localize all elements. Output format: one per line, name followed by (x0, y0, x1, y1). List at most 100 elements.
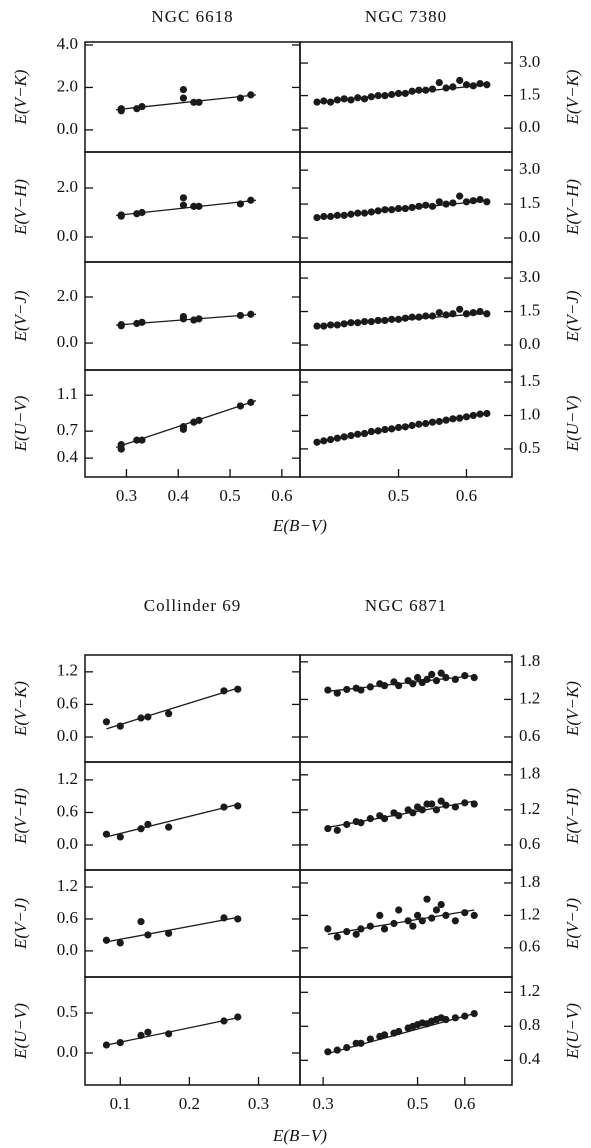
data-point (320, 212, 328, 221)
data-point (366, 1035, 374, 1043)
data-point (366, 815, 374, 823)
data-point (451, 917, 459, 925)
data-point (354, 430, 362, 438)
data-point (451, 803, 459, 811)
data-point (462, 81, 471, 89)
data-point (449, 310, 457, 318)
y-tick-label: 4.0 (57, 34, 78, 53)
x-tick-label: 0.6 (456, 486, 477, 505)
panel-frame (299, 761, 513, 871)
data-point (117, 445, 125, 453)
data-point (381, 316, 389, 325)
data-point (340, 320, 348, 328)
y-axis-label: E(V−H) (11, 179, 30, 236)
data-point (422, 201, 430, 209)
data-point (428, 312, 437, 320)
data-point (462, 310, 471, 318)
data-point (442, 673, 450, 682)
data-point (418, 806, 426, 814)
data-point (381, 91, 389, 100)
y-axis-label: E(V−H) (11, 788, 30, 845)
data-point (395, 812, 403, 820)
data-point (236, 402, 245, 410)
data-point (395, 906, 403, 914)
data-point (395, 1027, 403, 1036)
data-point (313, 214, 321, 222)
fit-line (327, 909, 475, 935)
data-point (483, 310, 491, 318)
data-point (476, 195, 484, 204)
y-tick-label: 1.1 (57, 384, 78, 403)
y-axis-label: E(V−J) (11, 898, 30, 950)
data-point (483, 409, 491, 418)
data-point (138, 318, 146, 326)
data-point (394, 315, 403, 323)
data-point (116, 1039, 124, 1047)
x-tick-label: 0.4 (168, 486, 190, 505)
y-tick-label: 1.2 (57, 769, 78, 788)
data-point (435, 78, 443, 87)
data-point (326, 321, 335, 329)
data-point (449, 199, 457, 207)
y-tick-label: 1.5 (519, 193, 540, 212)
data-point (117, 105, 125, 113)
data-point (116, 833, 124, 841)
data-point (138, 102, 146, 111)
data-point (394, 89, 403, 98)
y-axis-label: E(V−J) (563, 898, 582, 950)
data-point (236, 311, 245, 320)
y-tick-label: 0.5 (519, 438, 540, 457)
data-point (190, 202, 198, 210)
data-point (343, 685, 351, 694)
data-point (422, 312, 430, 320)
data-point (220, 803, 228, 811)
data-point (428, 418, 437, 426)
data-point (401, 89, 409, 98)
data-point (442, 416, 450, 424)
data-point (352, 930, 360, 938)
y-tick-label: 0.0 (57, 119, 78, 138)
data-point (394, 423, 403, 432)
data-point (234, 685, 242, 693)
data-point (442, 911, 450, 919)
x-tick-label: 0.5 (219, 486, 240, 505)
x-axis-label: E(B−V) (272, 1126, 327, 1145)
data-point (401, 423, 409, 431)
data-point (333, 96, 341, 104)
data-point (456, 76, 464, 85)
data-point (483, 81, 491, 89)
y-tick-label: 0.4 (519, 1049, 541, 1068)
fit-line (106, 916, 238, 943)
data-point (469, 309, 477, 317)
x-tick-label: 0.3 (116, 486, 137, 505)
data-point (469, 411, 477, 420)
data-point (179, 201, 188, 209)
data-point (380, 682, 389, 690)
y-axis-label: E(U−V) (11, 395, 30, 452)
y-tick-label: 0.6 (57, 693, 78, 712)
data-point (380, 1031, 389, 1039)
data-point (376, 911, 384, 919)
data-point (354, 319, 362, 327)
data-point (409, 809, 417, 817)
data-point (117, 211, 125, 219)
y-tick-label: 0.0 (57, 940, 78, 959)
y-axis-label: E(V−K) (563, 681, 582, 737)
y-tick-label: 1.5 (519, 84, 540, 103)
data-point (326, 212, 335, 221)
panel-title: NGC 7380 (365, 7, 447, 26)
data-point (437, 669, 445, 677)
data-point (435, 309, 443, 317)
y-tick-label: 1.2 (519, 688, 540, 707)
data-point (247, 91, 255, 99)
data-point (102, 830, 111, 838)
data-point (442, 311, 450, 319)
data-point (432, 806, 441, 814)
y-tick-label: 3.0 (519, 267, 540, 286)
data-point (333, 434, 341, 442)
data-point (442, 801, 450, 809)
data-point (195, 416, 203, 424)
data-point (357, 686, 365, 694)
data-point (333, 689, 341, 697)
data-point (220, 1017, 228, 1025)
